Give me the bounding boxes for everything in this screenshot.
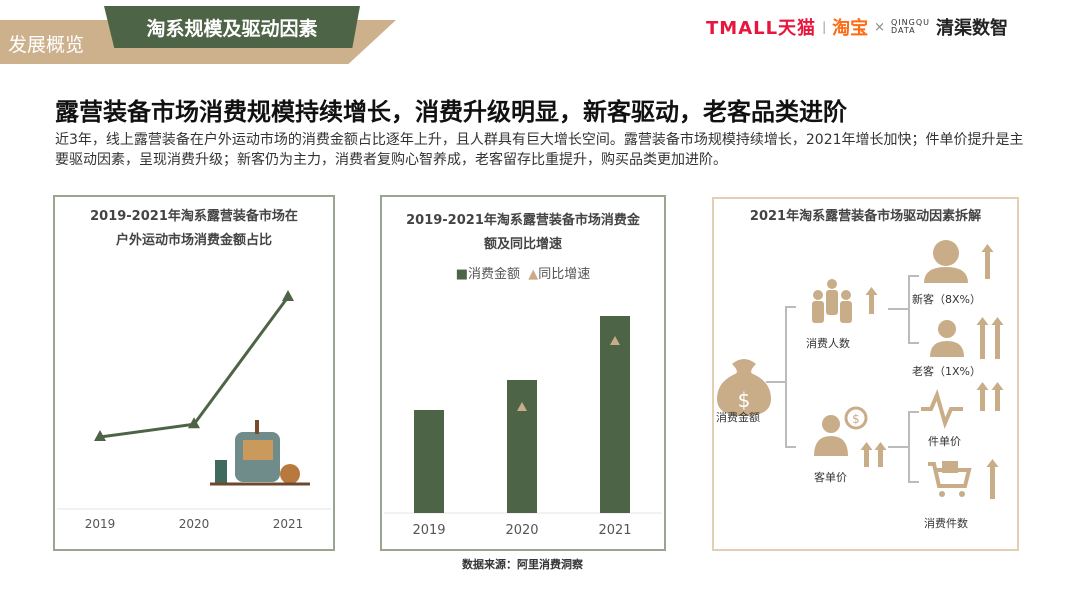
legend-bar-swatch: ■ bbox=[455, 267, 468, 282]
headline: 露营装备市场消费规模持续增长，消费升级明显，新客驱动，老客品类进阶 bbox=[55, 98, 847, 126]
tmall-logo: TMALL天猫 bbox=[706, 18, 817, 39]
svg-text:$: $ bbox=[852, 412, 860, 426]
series-line bbox=[99, 296, 290, 439]
line-chart-panel: 2019-2021年淘系露营装备市场在户外运动市场消费金额占比 2019 202… bbox=[53, 195, 335, 551]
data-source: 数据来源：阿里消费洞察 bbox=[462, 558, 583, 571]
taobao-logo: 淘宝 bbox=[832, 18, 869, 39]
up-arrow-head bbox=[986, 459, 999, 467]
consumers-label: 消费人数 bbox=[806, 337, 850, 350]
section-label: 发展概览 bbox=[8, 34, 85, 56]
data-point bbox=[282, 290, 294, 301]
up-arrow-head bbox=[976, 317, 989, 325]
qingqu-logo-en: QINGQU DATA bbox=[891, 19, 930, 35]
people-group-icon bbox=[812, 279, 852, 323]
x-tick: 2021 bbox=[598, 523, 632, 538]
x-tick: 2021 bbox=[272, 517, 304, 531]
x-tick: 2020 bbox=[178, 517, 210, 531]
chart-title: 2019-2021年淘系露营装备市场消费金额及同比增速 bbox=[406, 213, 640, 252]
up-arrow bbox=[995, 388, 1000, 411]
bar-chart-panel: 2019-2021年淘系露营装备市场消费金额及同比增速 ■消费金额 ▲同比增速 … bbox=[380, 195, 666, 551]
old-customer-icon bbox=[930, 320, 964, 357]
description: 近3年，线上露营装备在户外运动市场的消费金额占比逐年上升，且人群具有巨大增长空间… bbox=[55, 132, 1024, 168]
separator: × bbox=[874, 19, 886, 35]
bar bbox=[600, 316, 630, 513]
x-tick: 2019 bbox=[412, 523, 446, 538]
up-arrow bbox=[980, 388, 985, 411]
x-tick: 2020 bbox=[505, 523, 539, 538]
legend-triangle-swatch: ▲ bbox=[528, 267, 539, 282]
line-chart bbox=[57, 290, 331, 510]
qingqu-en-1: QINGQU bbox=[891, 18, 931, 27]
qingqu-logo-cn: 清渠数智 bbox=[936, 18, 1009, 39]
qingqu-en-2: DATA bbox=[891, 26, 916, 35]
up-arrow bbox=[995, 323, 1000, 359]
bar bbox=[414, 410, 444, 513]
drivers-title: 2021年淘系露营装备市场驱动因素拆解 bbox=[749, 209, 982, 224]
up-arrow bbox=[864, 448, 869, 467]
money-bag-icon: $ bbox=[717, 359, 771, 416]
legend-label: 消费金额 bbox=[468, 267, 521, 282]
business-person-coin-icon: $ bbox=[814, 406, 868, 456]
brand-logos: TMALL天猫 | 淘宝 × QINGQU DATA 清渠数智 bbox=[706, 14, 1008, 40]
connector-lines bbox=[766, 275, 919, 483]
growth-marker bbox=[610, 336, 620, 345]
page-tab-title: 淘系规模及驱动因素 bbox=[104, 6, 360, 48]
up-arrow-head bbox=[991, 382, 1004, 390]
up-arrow-head bbox=[976, 382, 989, 390]
up-arrow-head bbox=[860, 442, 873, 450]
chart-title: 2019-2021年淘系露营装备市场在户外运动市场消费金额占比 bbox=[90, 209, 298, 248]
drivers-panel: 2021年淘系露营装备市场驱动因素拆解 $ $ 消费金额 消费人数 新客（8X%… bbox=[712, 197, 1019, 551]
up-arrow bbox=[990, 465, 995, 499]
legend-label: 同比增速 bbox=[538, 267, 591, 282]
camping-gear-illustration bbox=[210, 420, 310, 486]
data-point bbox=[94, 430, 106, 441]
unit-count-label: 消费件数 bbox=[924, 517, 968, 530]
unit-price-label: 件单价 bbox=[928, 435, 961, 448]
per-customer-price-label: 客单价 bbox=[814, 471, 847, 484]
growth-marker bbox=[517, 402, 527, 411]
up-arrow bbox=[980, 323, 985, 359]
up-arrow-head bbox=[874, 442, 887, 450]
bar-chart bbox=[384, 316, 662, 514]
old-customers-label: 老客（1X%） bbox=[912, 365, 981, 378]
growth-arrows bbox=[860, 244, 1004, 499]
data-point bbox=[188, 417, 200, 429]
root-label: 消费金额 bbox=[716, 411, 760, 424]
up-arrow-head bbox=[991, 317, 1004, 325]
drivers-diagram: $ $ bbox=[717, 240, 1004, 499]
svg-text:$: $ bbox=[738, 388, 751, 412]
up-arrow bbox=[878, 448, 883, 467]
legend: ■消费金额 ▲同比增速 bbox=[382, 263, 664, 282]
up-arrow-head bbox=[865, 287, 878, 295]
bar bbox=[507, 380, 537, 513]
x-tick: 2019 bbox=[84, 517, 116, 531]
pulse-icon bbox=[921, 389, 963, 429]
up-arrow bbox=[869, 293, 874, 314]
up-arrow bbox=[985, 250, 990, 279]
new-customer-icon bbox=[924, 240, 968, 283]
up-arrow-head bbox=[981, 244, 994, 252]
new-customers-label: 新客（8X%） bbox=[912, 293, 981, 306]
shopping-cart-icon bbox=[928, 461, 972, 497]
